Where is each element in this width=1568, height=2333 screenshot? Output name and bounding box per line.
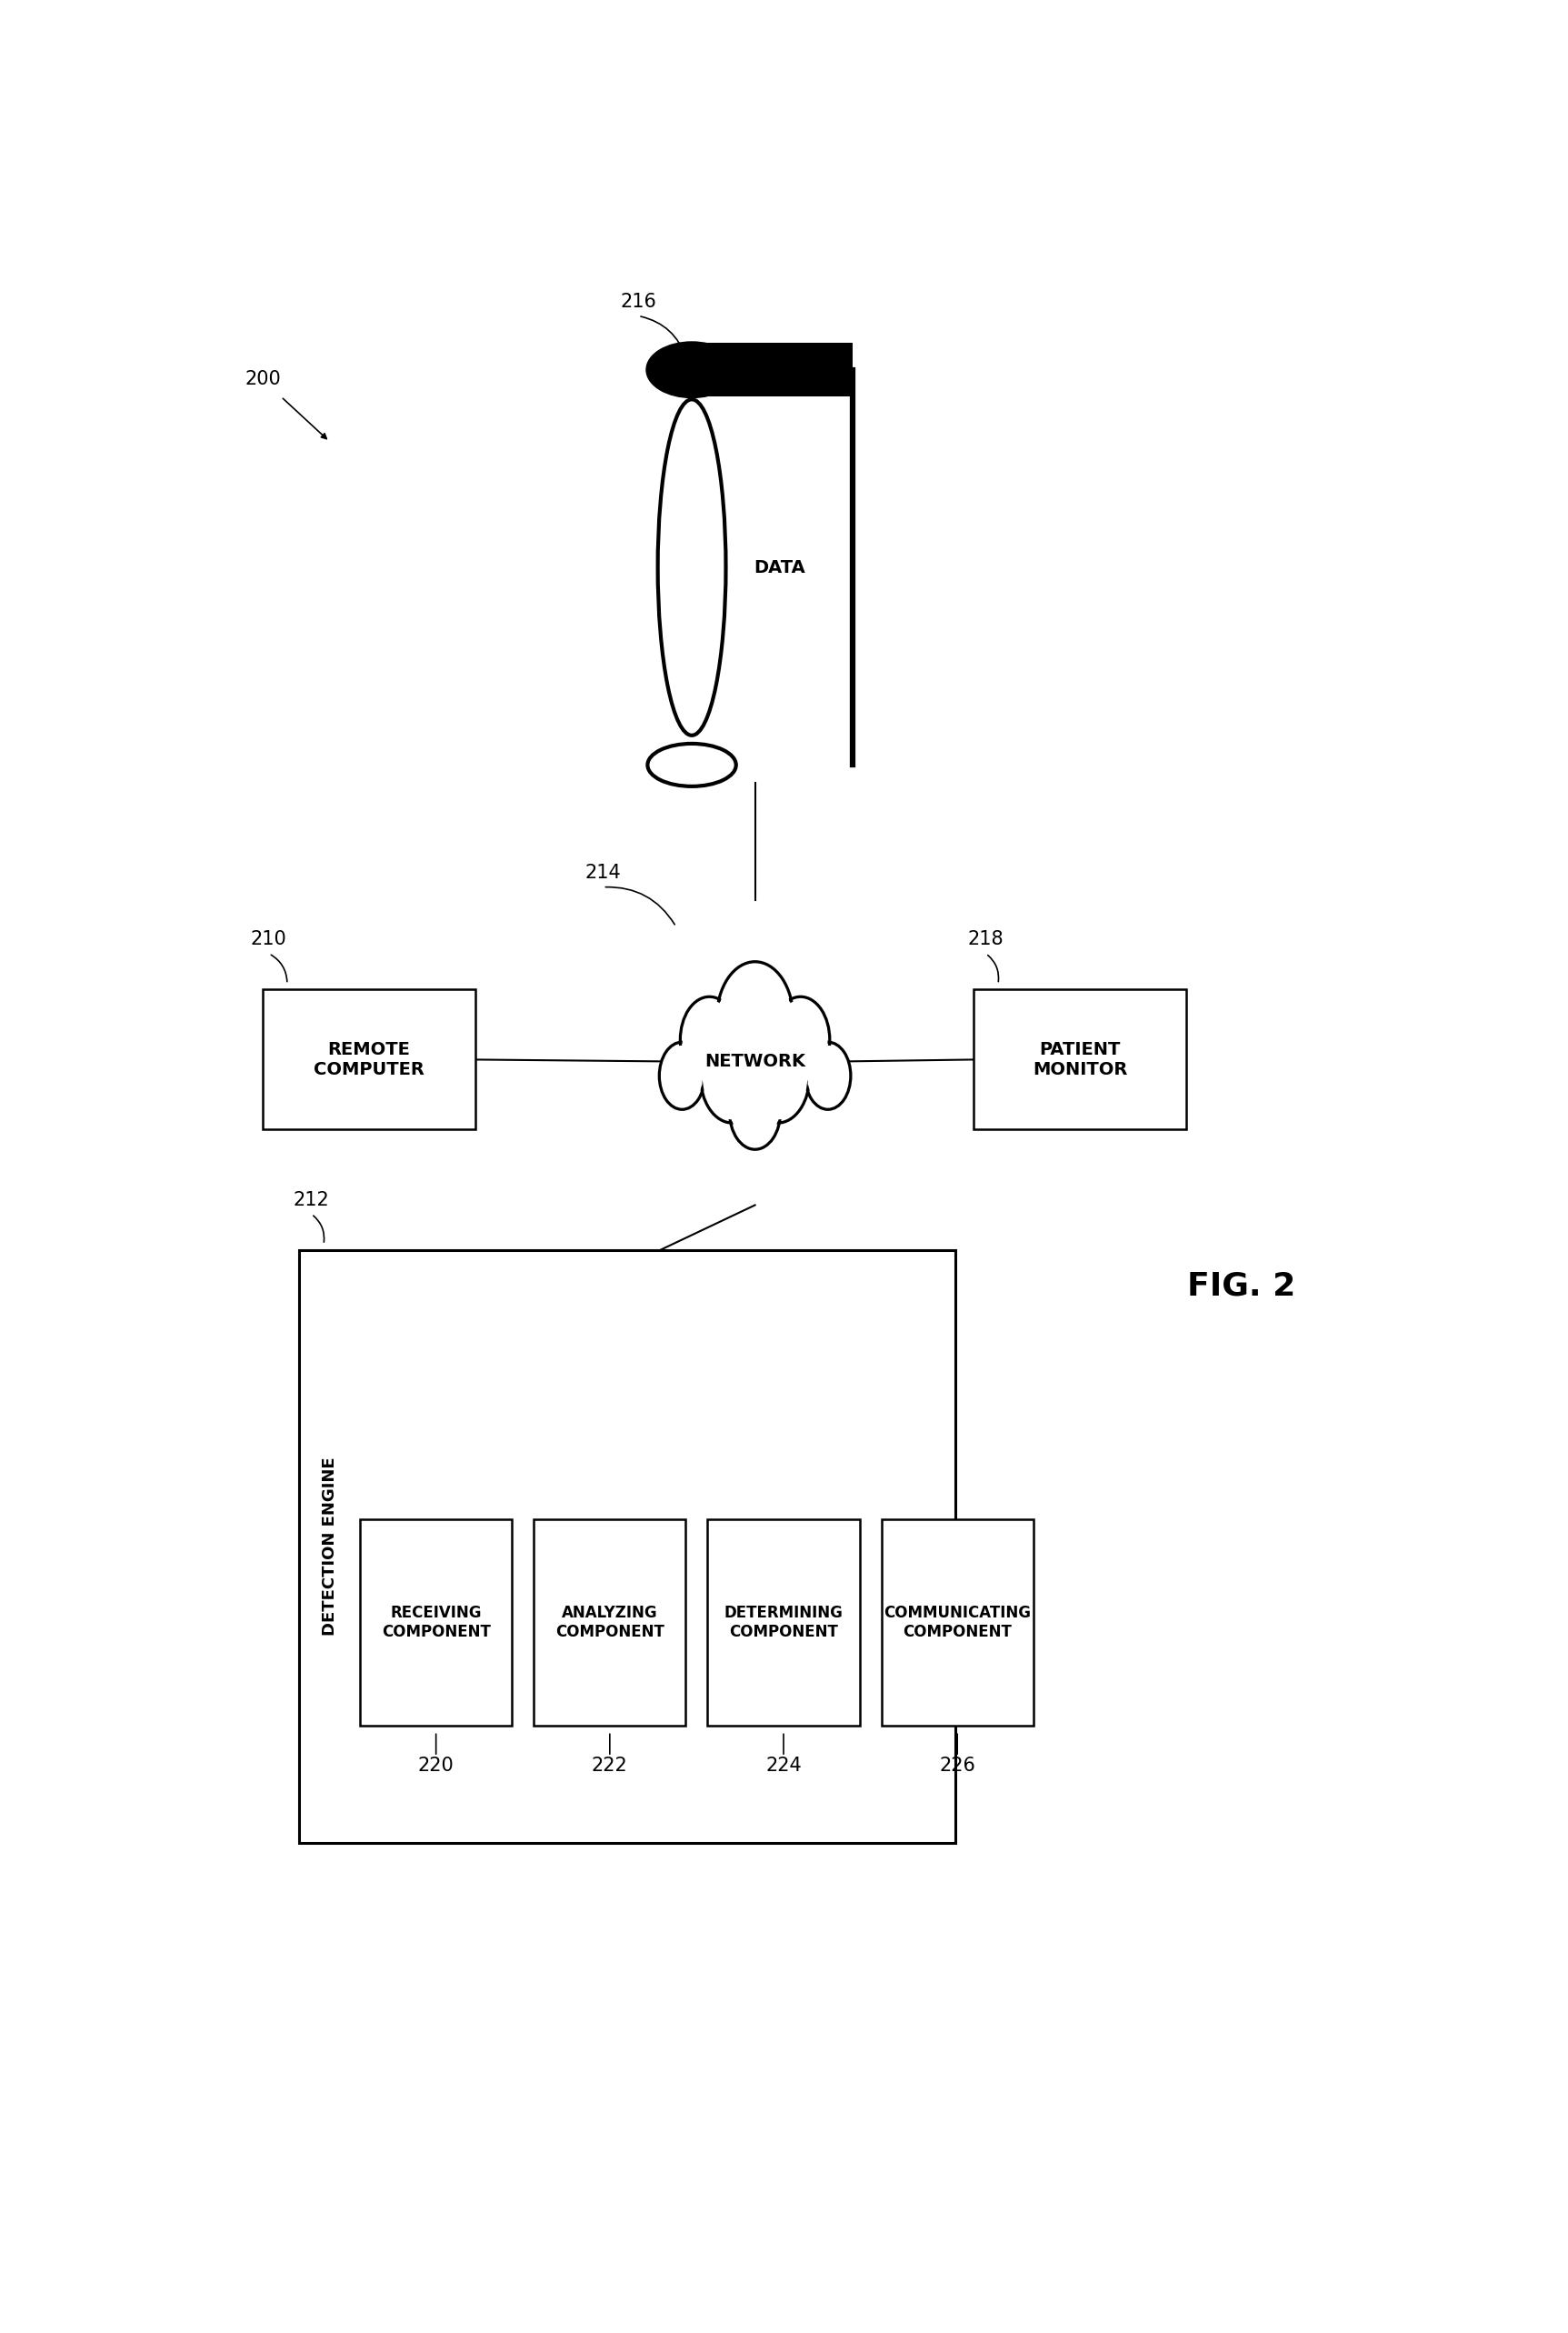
Text: 210: 210 — [251, 931, 287, 947]
Circle shape — [681, 996, 739, 1083]
Circle shape — [720, 966, 790, 1071]
Circle shape — [702, 1034, 762, 1120]
Circle shape — [804, 1043, 851, 1111]
Circle shape — [659, 1043, 706, 1111]
FancyBboxPatch shape — [881, 1519, 1033, 1726]
Circle shape — [732, 1078, 778, 1146]
Ellipse shape — [648, 744, 735, 786]
Circle shape — [775, 1001, 826, 1078]
Text: COMMUNICATING
COMPONENT: COMMUNICATING COMPONENT — [884, 1605, 1030, 1640]
Circle shape — [808, 1045, 848, 1106]
Text: 226: 226 — [939, 1757, 975, 1775]
FancyBboxPatch shape — [533, 1519, 685, 1726]
Text: 212: 212 — [293, 1190, 329, 1208]
Text: 214: 214 — [585, 863, 621, 882]
Circle shape — [684, 1001, 735, 1078]
Circle shape — [701, 1029, 764, 1122]
Text: 220: 220 — [419, 1757, 455, 1775]
Text: PATIENT
MONITOR: PATIENT MONITOR — [1033, 1041, 1127, 1078]
Text: NETWORK: NETWORK — [704, 1052, 806, 1071]
Text: DETERMINING
COMPONENT: DETERMINING COMPONENT — [724, 1605, 844, 1640]
Ellipse shape — [657, 399, 726, 735]
Text: REMOTE
COMPUTER: REMOTE COMPUTER — [314, 1041, 425, 1078]
Text: 216: 216 — [621, 292, 657, 310]
Text: 224: 224 — [765, 1757, 801, 1775]
Circle shape — [717, 961, 793, 1076]
FancyBboxPatch shape — [707, 1519, 859, 1726]
Text: 200: 200 — [245, 369, 281, 387]
Text: ANALYZING
COMPONENT: ANALYZING COMPONENT — [555, 1605, 665, 1640]
FancyBboxPatch shape — [974, 989, 1187, 1129]
Circle shape — [746, 1029, 809, 1122]
Circle shape — [771, 996, 829, 1083]
FancyBboxPatch shape — [299, 1250, 955, 1843]
Polygon shape — [691, 371, 853, 765]
Text: 218: 218 — [967, 931, 1004, 947]
Ellipse shape — [648, 343, 735, 397]
Circle shape — [748, 1034, 808, 1120]
FancyBboxPatch shape — [263, 989, 475, 1129]
Text: FIG. 2: FIG. 2 — [1187, 1271, 1295, 1302]
Polygon shape — [691, 343, 853, 397]
Text: DETECTION ENGINE: DETECTION ENGINE — [321, 1458, 337, 1635]
Circle shape — [729, 1073, 781, 1150]
Circle shape — [662, 1045, 702, 1106]
Text: RECEIVING
COMPONENT: RECEIVING COMPONENT — [381, 1605, 491, 1640]
Text: DATA: DATA — [754, 558, 804, 576]
Text: 222: 222 — [591, 1757, 627, 1775]
FancyBboxPatch shape — [361, 1519, 513, 1726]
